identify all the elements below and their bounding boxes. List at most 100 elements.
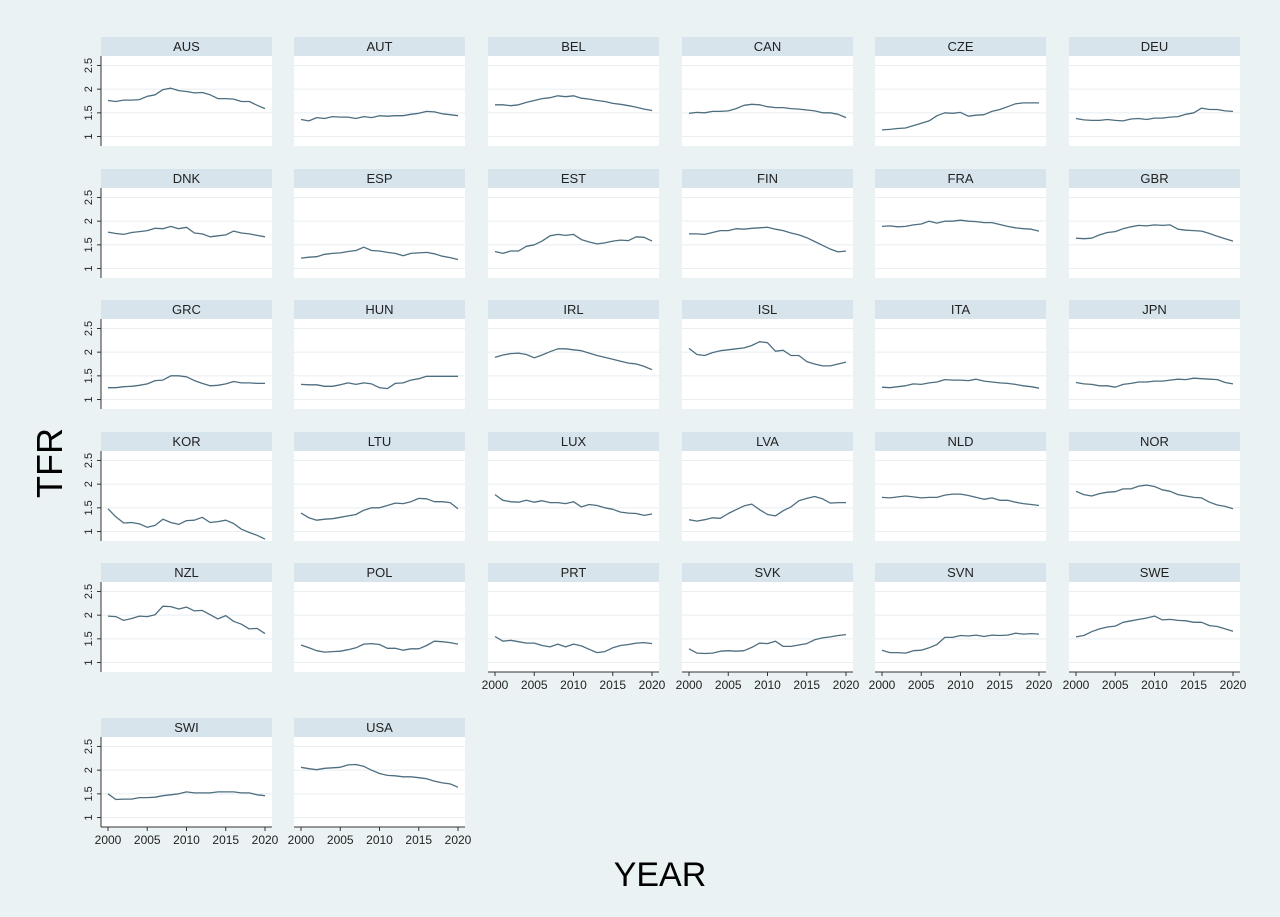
- x-tick-label: 2005: [521, 678, 548, 692]
- panel-est: EST: [488, 169, 659, 278]
- series-line-irl: [494, 348, 653, 371]
- x-tick-label: 2010: [560, 678, 587, 692]
- y-tick-label: 2.5: [83, 453, 95, 468]
- panel-title: SWE: [1140, 565, 1170, 580]
- panel-header: [294, 563, 465, 582]
- panel-header: [294, 169, 465, 188]
- panel-header: [1069, 432, 1240, 451]
- series-line-nor: [1075, 484, 1234, 510]
- series-line-jpn: [1075, 377, 1234, 388]
- x-tick-label: 2015: [1180, 678, 1207, 692]
- panel-title: BEL: [561, 39, 586, 54]
- panel-fra: FRA: [875, 169, 1046, 278]
- panel-header: [1069, 169, 1240, 188]
- panel-header: [875, 432, 1046, 451]
- series-line-grc: [108, 375, 265, 389]
- plot-area: [294, 56, 465, 146]
- plot-area: [875, 582, 1046, 672]
- plot-area: [101, 451, 272, 541]
- plot-area: [682, 451, 853, 541]
- y-tick-label: 2: [83, 612, 95, 618]
- series-line-nzl: [107, 605, 266, 635]
- plot-area: [294, 582, 465, 672]
- plot-area: [1069, 582, 1240, 672]
- panel-title: LTU: [368, 434, 392, 449]
- x-tick-label: 2010: [947, 678, 974, 692]
- x-tick-label: 2000: [869, 678, 896, 692]
- panel-jpn: JPN: [1069, 300, 1240, 409]
- panel-title: SWI: [174, 720, 199, 735]
- panel-header: [488, 563, 659, 582]
- plot-area: [1069, 188, 1240, 278]
- y-tick-label: 2.5: [83, 58, 95, 73]
- panel-title: IRL: [563, 302, 583, 317]
- y-tick-label: 1.5: [83, 368, 95, 383]
- panel-title: SVN: [947, 565, 974, 580]
- x-tick-label: 2020: [445, 833, 472, 847]
- series-line-prt: [494, 635, 653, 654]
- x-tick-label: 2015: [986, 678, 1013, 692]
- y-tick-label: 1: [83, 396, 95, 402]
- panel-deu: DEU: [1069, 37, 1240, 146]
- series-line-dnk: [107, 225, 266, 238]
- panel-swe: SWE 2000 2005 2010 2015 2020: [1063, 563, 1247, 692]
- panel-title: NZL: [174, 565, 199, 580]
- panel-gbr: GBR: [1069, 169, 1240, 278]
- y-tick-label: 1.5: [83, 631, 95, 646]
- panel-header: [294, 37, 465, 56]
- panel-header: [682, 300, 853, 319]
- panel-header: [488, 432, 659, 451]
- panel-title: EST: [561, 171, 586, 186]
- panel-esp: ESP: [294, 169, 465, 278]
- panel-header: [488, 300, 659, 319]
- panel-header: [101, 300, 272, 319]
- panel-header: [101, 432, 272, 451]
- plot-area: [1069, 56, 1240, 146]
- panel-header: [875, 37, 1046, 56]
- panel-title: LUX: [561, 434, 587, 449]
- plot-area: [488, 582, 659, 672]
- x-tick-label: 2010: [754, 678, 781, 692]
- y-tick-label: 2.5: [83, 321, 95, 336]
- series-line-svk: [688, 633, 847, 655]
- series-line-ita: [881, 378, 1040, 389]
- series-line-usa: [300, 763, 459, 788]
- panel-header: [682, 169, 853, 188]
- series-line-deu: [1075, 107, 1234, 122]
- panel-title: SVK: [754, 565, 780, 580]
- x-tick-label: 2005: [908, 678, 935, 692]
- panel-ltu: LTU: [294, 432, 465, 541]
- panel-header: [1069, 563, 1240, 582]
- plot-area: [682, 582, 853, 672]
- panel-nld: NLD: [875, 432, 1046, 541]
- panel-header: [682, 432, 853, 451]
- x-tick-label: 2005: [327, 833, 354, 847]
- x-tick-label: 2010: [1141, 678, 1168, 692]
- x-tick-label: 2015: [212, 833, 239, 847]
- panel-lux: LUX: [488, 432, 659, 541]
- series-line-cze: [881, 102, 1039, 131]
- panel-header: [875, 300, 1046, 319]
- panel-title: ISL: [758, 302, 778, 317]
- panel-header: [875, 563, 1046, 582]
- panel-title: POL: [366, 565, 392, 580]
- panel-title: AUT: [367, 39, 393, 54]
- panel-title: ESP: [366, 171, 392, 186]
- panel-header: [1069, 300, 1240, 319]
- panel-header: [682, 37, 853, 56]
- plot-area: [488, 188, 659, 278]
- plot-area: [682, 319, 853, 409]
- panel-title: CZE: [948, 39, 974, 54]
- panel-isl: ISL: [682, 300, 853, 409]
- series-line-bel: [495, 95, 653, 112]
- y-tick-label: 2.5: [83, 190, 95, 205]
- series-line-swe: [1075, 615, 1234, 638]
- x-tick-label: 2020: [1220, 678, 1247, 692]
- y-tick-label: 1.5: [83, 786, 95, 801]
- plot-area: [294, 319, 465, 409]
- panel-prt: PRT 2000 2005 2010 2015 2020: [482, 563, 666, 692]
- series-line-fra: [881, 219, 1040, 232]
- panel-can: CAN: [682, 37, 853, 146]
- panel-grc: GRC 1 1.5 2 2.5: [83, 300, 272, 409]
- panel-pol: POL: [294, 563, 465, 672]
